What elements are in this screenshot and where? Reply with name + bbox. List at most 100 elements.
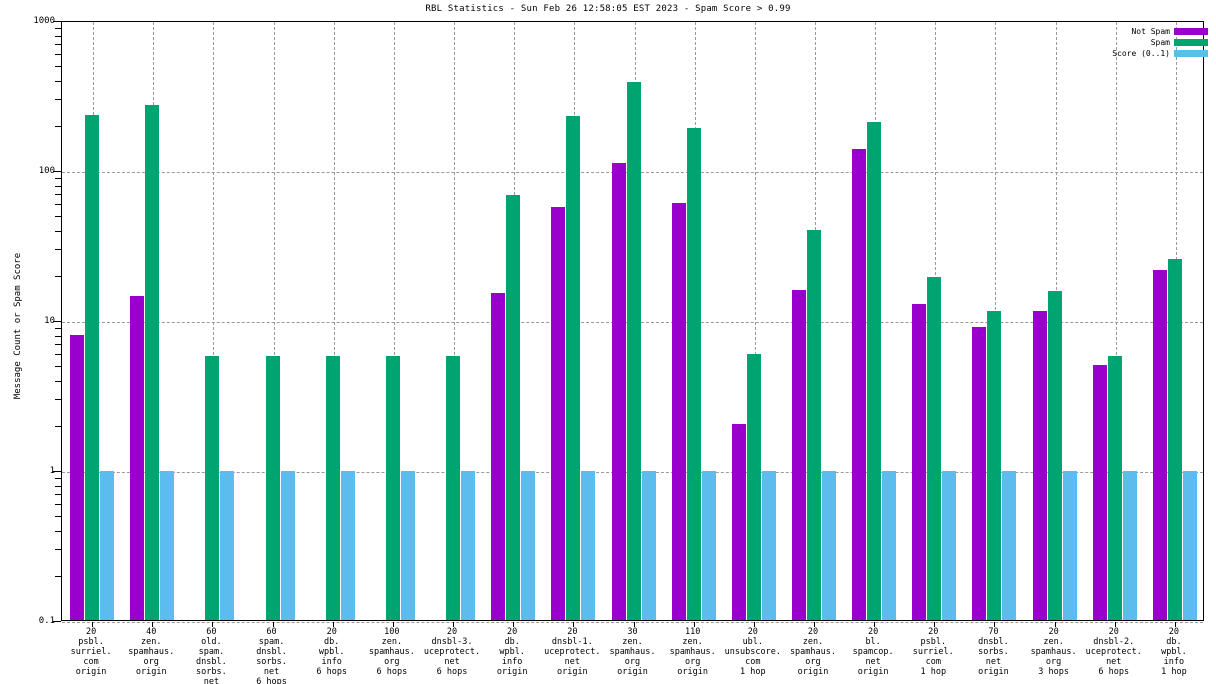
x-axis-category-label: 70 dnsbl. sorbs. net origin — [978, 627, 1009, 677]
bar-score-0-1 — [581, 470, 596, 620]
x-axis-category-label: 110 zen. spamhaus. org origin — [669, 627, 716, 677]
y-tick-minor — [55, 335, 61, 337]
bar-score-0-1 — [400, 470, 415, 620]
legend-swatch — [1174, 28, 1208, 35]
x-tick — [753, 622, 755, 627]
gridline-vertical — [213, 22, 215, 620]
bar-spam — [446, 355, 461, 620]
bar-spam — [1107, 355, 1122, 620]
y-tick-minor — [55, 80, 61, 82]
bar-not-spam — [491, 293, 506, 620]
x-tick — [1114, 622, 1116, 627]
bar-score-0-1 — [461, 470, 476, 620]
legend-swatch — [1174, 50, 1208, 57]
x-axis-category-label: 20 dnsbl-3. uceprotect. net 6 hops — [423, 627, 481, 677]
bar-score-0-1 — [821, 470, 836, 620]
legend-label: Spam — [1150, 38, 1170, 47]
y-tick-minor — [55, 177, 61, 179]
x-tick — [1054, 622, 1056, 627]
bar-spam — [385, 355, 400, 620]
bar-spam — [1047, 291, 1062, 620]
x-axis-category-label: 60 spam. dnsbl. sorbs. net 6 hops — [256, 627, 287, 684]
bar-spam — [325, 355, 340, 620]
bar-spam — [566, 115, 581, 620]
y-tick-label: 1 — [49, 466, 55, 476]
x-tick — [1174, 622, 1176, 627]
bar-score-0-1 — [100, 470, 115, 620]
gridline-vertical — [273, 22, 275, 620]
y-tick-minor — [55, 194, 61, 196]
y-tick-minor — [55, 366, 61, 368]
y-tick-label: 10 — [44, 316, 55, 326]
bar-not-spam — [551, 207, 566, 620]
bar-spam — [626, 81, 641, 620]
y-tick-minor — [55, 27, 61, 29]
x-axis-category-label: 40 zen. spamhaus. org origin — [128, 627, 175, 677]
bar-spam — [205, 355, 220, 620]
bar-not-spam — [731, 423, 746, 620]
y-tick-label: 100 — [38, 166, 55, 176]
x-tick — [152, 622, 154, 627]
bar-spam — [265, 355, 280, 620]
y-tick-minor — [55, 66, 61, 68]
gridline-vertical — [1115, 22, 1117, 620]
y-tick-minor — [55, 549, 61, 551]
bar-not-spam — [791, 289, 806, 620]
bar-score-0-1 — [521, 470, 536, 620]
y-tick-minor — [55, 185, 61, 187]
y-tick-minor — [55, 504, 61, 506]
y-tick-minor — [55, 485, 61, 487]
x-tick — [934, 622, 936, 627]
bar-spam — [506, 195, 521, 620]
x-axis-category-label: 30 zen. spamhaus. org origin — [609, 627, 656, 677]
y-tick-minor — [55, 99, 61, 101]
y-tick-minor — [55, 230, 61, 232]
y-tick-minor — [55, 35, 61, 37]
x-axis-category-label: 20 db. wpbl. info 1 hop — [1161, 627, 1187, 677]
x-axis-category-label: 20 psbl. surriel. com origin — [70, 627, 112, 677]
bar-score-0-1 — [942, 470, 957, 620]
y-tick-minor — [55, 425, 61, 427]
y-tick-minor — [55, 125, 61, 127]
legend-item: Score (0..1) — [1112, 48, 1208, 59]
bar-not-spam — [1092, 365, 1107, 620]
bar-not-spam — [130, 296, 145, 620]
bar-not-spam — [671, 203, 686, 620]
y-tick-minor — [55, 327, 61, 329]
y-tick-minor — [55, 530, 61, 532]
bar-not-spam — [852, 149, 867, 620]
bar-spam — [746, 354, 761, 620]
x-axis-category-label: 20 zen. spamhaus. org origin — [789, 627, 836, 677]
bar-score-0-1 — [1062, 470, 1077, 620]
legend-label: Score (0..1) — [1112, 49, 1170, 58]
x-tick — [994, 622, 996, 627]
bar-spam — [806, 229, 821, 620]
y-tick-minor — [55, 354, 61, 356]
gridline-vertical — [393, 22, 395, 620]
x-tick — [332, 622, 334, 627]
y-tick-minor — [55, 204, 61, 206]
x-axis-category-label: 20 dnsbl-2. uceprotect. net 6 hops — [1085, 627, 1142, 677]
legend-item: Spam — [1112, 37, 1208, 48]
bar-score-0-1 — [882, 470, 897, 620]
bar-spam — [927, 277, 942, 620]
bar-spam — [987, 311, 1002, 620]
bar-not-spam — [912, 303, 927, 620]
gridline-vertical — [754, 22, 756, 620]
y-tick-minor — [55, 516, 61, 518]
y-tick-minor — [55, 249, 61, 251]
y-tick-minor — [55, 380, 61, 382]
plot-area — [61, 21, 1204, 623]
bar-score-0-1 — [1182, 470, 1197, 620]
x-axis-category-label: 60 old. spam. dnsbl. sorbs. net 6 hops — [196, 627, 227, 684]
legend-label: Not Spam — [1131, 27, 1170, 36]
x-tick — [272, 622, 274, 627]
x-axis-category-label: 20 zen. spamhaus. org 3 hops — [1030, 627, 1077, 677]
x-tick — [693, 622, 695, 627]
bar-score-0-1 — [220, 470, 235, 620]
chart-legend: Not Spam Spam Score (0..1) — [1112, 26, 1208, 59]
x-axis-category-label: 20 db. wpbl. info 6 hops — [316, 627, 348, 677]
bar-spam — [686, 128, 701, 620]
y-tick-minor — [55, 275, 61, 277]
